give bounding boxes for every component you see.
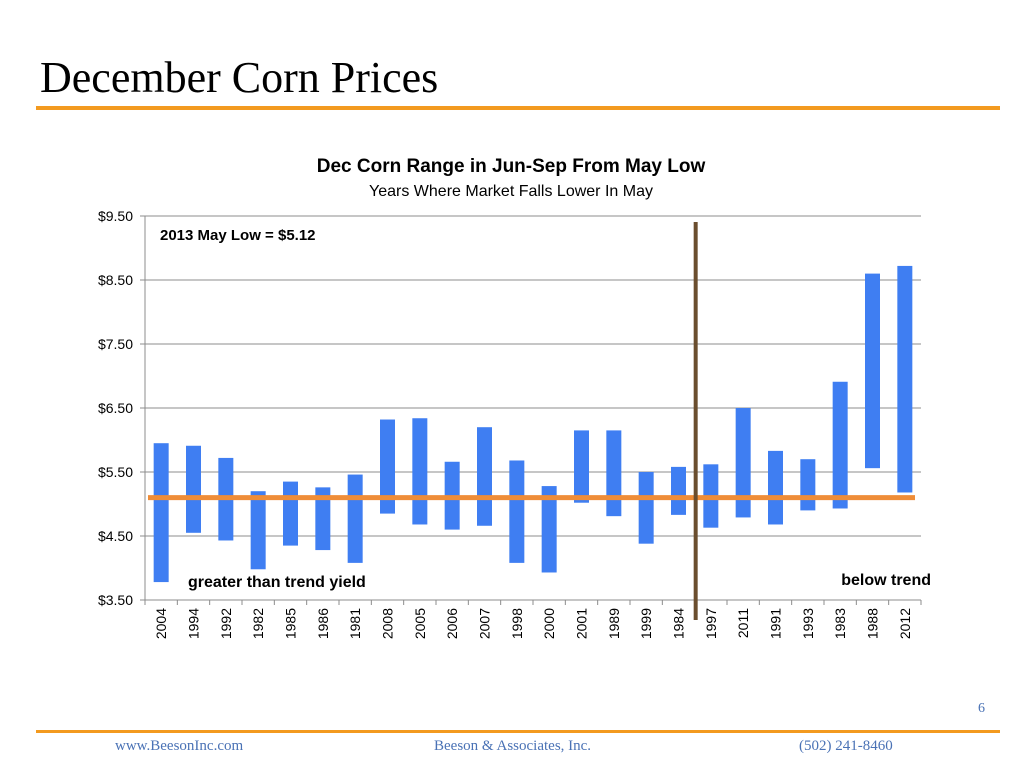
x-tick-label: 1998 — [509, 608, 525, 639]
x-tick-label: 1983 — [832, 608, 848, 639]
x-tick-label: 2000 — [541, 608, 557, 639]
footer-website-link[interactable]: www.BeesonInc.com — [115, 738, 244, 754]
range-bar-1994 — [186, 445, 201, 533]
x-tick-label: 1988 — [865, 608, 881, 639]
x-tick-label: 1992 — [218, 608, 234, 639]
page-number: 6 — [978, 701, 985, 716]
x-tick-label: 2001 — [574, 608, 590, 639]
range-bar-1982 — [250, 491, 266, 570]
range-bar-1989 — [606, 430, 622, 517]
x-tick-label: 1999 — [638, 608, 654, 639]
range-bars — [153, 265, 913, 583]
range-bar-2007 — [477, 427, 492, 526]
x-tick-label: 2005 — [412, 608, 428, 639]
x-axis: 2004 1994 1992 1982 1985 1986 1981 2008 2005 2006… — [144, 599, 922, 639]
range-bar-1981 — [347, 474, 363, 563]
range-bar-1999 — [638, 472, 654, 544]
range-bar-2012 — [897, 265, 913, 493]
x-tick-label: 1993 — [800, 608, 816, 639]
range-bar-1991 — [768, 450, 783, 525]
x-tick-label: 1982 — [250, 608, 266, 639]
x-tick-label: 1991 — [768, 608, 784, 639]
footer-company: Beeson & Associates, Inc. — [434, 738, 592, 754]
x-tick-label: 2011 — [735, 608, 751, 638]
range-bar-1983 — [832, 381, 848, 509]
range-bar-2011 — [735, 408, 751, 518]
x-tick-label: 1997 — [703, 608, 719, 639]
x-tick-label: 2007 — [477, 608, 493, 639]
range-bar-1993 — [800, 459, 816, 511]
x-tick-label: 1981 — [347, 608, 363, 639]
range-bar-1998 — [509, 460, 525, 563]
slide-title: December Corn Prices — [40, 53, 439, 102]
footer-phone: (502) 241-8460 — [799, 738, 893, 754]
reference-layer — [148, 222, 915, 620]
range-bar-1985 — [283, 481, 298, 546]
chart: Dec Corn Range in Jun-Sep From May Low Y… — [98, 156, 931, 639]
x-tick-label: 1985 — [283, 608, 299, 639]
chart-subtitle: Years Where Market Falls Lower In May — [369, 183, 653, 200]
y-tick-label: $9.50 — [98, 208, 133, 224]
x-tick-label: 2012 — [897, 608, 913, 639]
range-bar-1988 — [865, 273, 880, 469]
x-tick-label: 2004 — [153, 608, 169, 639]
range-bar-2000 — [541, 486, 557, 573]
x-tick-label: 1984 — [671, 608, 687, 639]
range-bar-1984 — [671, 466, 686, 515]
range-bar-1986 — [315, 487, 331, 551]
may-low-label: 2013 May Low = $5.12 — [160, 227, 316, 244]
y-tick-label: $8.50 — [98, 272, 133, 288]
x-tick-label: 1994 — [186, 608, 202, 639]
y-tick-label: $3.50 — [98, 592, 133, 608]
range-bar-2004 — [153, 443, 169, 583]
range-bar-2008 — [380, 419, 395, 514]
range-bar-2005 — [412, 418, 428, 525]
y-axis: $3.50 $4.50 $5.50 $6.50 $7.50 $8.50 $9.50 — [98, 208, 146, 608]
range-bar-2001 — [574, 430, 589, 503]
y-tick-label: $6.50 — [98, 400, 133, 416]
annotation-left: greater than trend yield — [188, 574, 366, 591]
x-tick-label: 1989 — [606, 608, 622, 639]
y-tick-label: $4.50 — [98, 528, 133, 544]
y-tick-label: $5.50 — [98, 464, 133, 480]
x-tick-label: 2006 — [444, 608, 460, 639]
annotation-right: below trend — [841, 572, 931, 589]
x-tick-label: 2008 — [380, 608, 396, 639]
chart-title: Dec Corn Range in Jun-Sep From May Low — [317, 156, 706, 177]
x-tick-label: 1986 — [315, 608, 331, 639]
y-tick-label: $7.50 — [98, 336, 133, 352]
footer-rule — [36, 730, 1000, 733]
title-underline — [36, 106, 1000, 110]
